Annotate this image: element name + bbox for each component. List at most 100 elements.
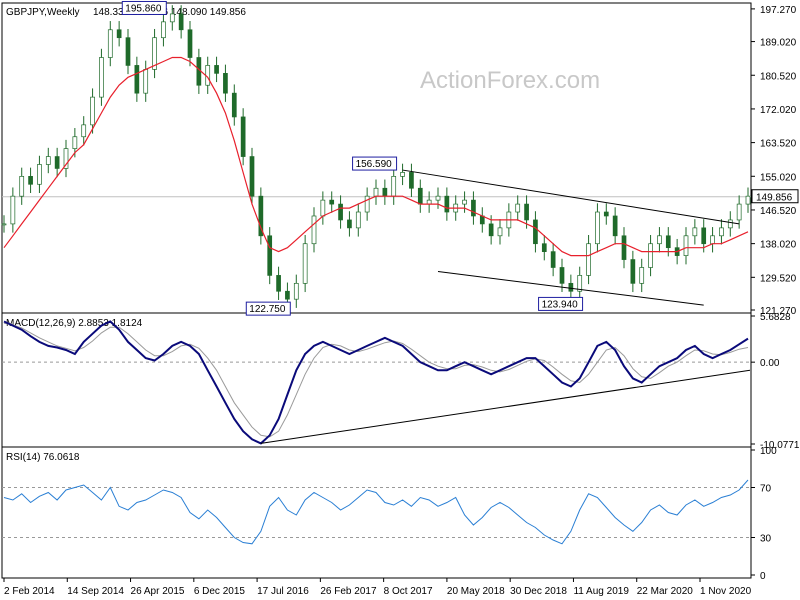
price-candle xyxy=(559,267,565,284)
price-candle xyxy=(143,69,149,94)
moving-average-line xyxy=(3,56,749,257)
price-candle xyxy=(462,199,467,205)
price-candle xyxy=(541,243,547,252)
rsi-tick-label: 70 xyxy=(760,484,772,495)
price-tick-label: 155.020 xyxy=(760,172,797,183)
price-candle xyxy=(692,227,698,237)
price-candle xyxy=(54,156,60,169)
price-candle xyxy=(223,73,228,94)
price-candle xyxy=(249,156,255,197)
rsi-tick-label: 100 xyxy=(760,446,777,457)
price-candle xyxy=(595,211,600,245)
price-candle xyxy=(1,223,7,226)
price-candle xyxy=(471,199,476,217)
price-candle xyxy=(169,13,175,23)
ohlc-header: 148.338 150.706 148.090 149.856 xyxy=(93,7,246,18)
watermark: ActionForex.com xyxy=(420,67,600,94)
price-candle xyxy=(187,29,193,58)
price-candle xyxy=(630,259,636,284)
price-candle xyxy=(81,124,87,138)
x-tick-label: 1 Nov 2020 xyxy=(700,586,752,597)
macd-panel-title: MACD(12,26,9) 2.8853 1.8124 xyxy=(6,318,143,329)
price-candle xyxy=(152,37,157,70)
price-tick-label: 129.520 xyxy=(760,273,797,284)
price-series xyxy=(1,5,751,308)
price-annotations: 195.860 156.590 122.750 123.940 xyxy=(121,0,584,316)
price-candle xyxy=(665,235,671,249)
x-tick-label: 2 Feb 2014 xyxy=(4,586,55,597)
price-candle xyxy=(727,219,733,229)
macd-tick-label: 0.00 xyxy=(760,358,780,369)
price-candle xyxy=(710,235,715,245)
price-candle xyxy=(134,65,140,94)
price-candle xyxy=(63,148,69,169)
current-price-label: 149.856 xyxy=(756,193,793,204)
price-candle xyxy=(231,92,237,118)
x-tick-label: 26 Apr 2015 xyxy=(131,586,185,597)
macd-line xyxy=(3,320,749,445)
price-candle xyxy=(550,251,556,268)
x-tick-label: 22 Mar 2020 xyxy=(637,586,694,597)
price-candle xyxy=(285,290,290,300)
price-tick-label: 197.270 xyxy=(760,5,797,16)
price-candle xyxy=(568,282,574,292)
current-price-box xyxy=(751,189,799,204)
price-candle xyxy=(364,195,370,213)
macd-series xyxy=(2,320,751,445)
price-candle xyxy=(391,176,397,197)
price-candle xyxy=(37,164,42,185)
price-axis: 197.270 189.020 180.520 172.020 163.520 155.0… xyxy=(751,5,799,317)
price-candle xyxy=(701,227,707,245)
price-candle xyxy=(683,235,689,256)
x-tick-label: 11 Aug 2019 xyxy=(573,586,629,597)
price-candle xyxy=(648,243,653,268)
x-tick-label: 20 May 2018 xyxy=(447,586,505,597)
price-candle xyxy=(338,203,343,221)
rsi-tick-label: 0 xyxy=(760,571,766,582)
x-tick-label: 30 Dec 2018 xyxy=(510,586,567,597)
price-candle xyxy=(400,172,405,177)
price-candle xyxy=(719,227,724,237)
x-axis: 2 Feb 2014 14 Sep 2014 26 Apr 2015 6 Dec 20… xyxy=(3,578,752,597)
price-candle xyxy=(621,235,627,260)
price-level-label: 122.750 xyxy=(249,304,286,315)
price-candle xyxy=(302,243,308,284)
price-candle xyxy=(577,275,583,292)
upper-trendline xyxy=(402,169,740,225)
price-candle xyxy=(533,219,538,245)
price-level-label: 123.940 xyxy=(542,299,579,310)
macd-trendline xyxy=(260,369,751,444)
x-tick-label: 6 Dec 2015 xyxy=(194,586,246,597)
price-candle xyxy=(488,223,494,237)
x-tick-label: 8 Oct 2017 xyxy=(384,586,433,597)
rsi-tick-label: 30 xyxy=(760,534,772,545)
price-candle xyxy=(444,195,450,213)
price-level-box xyxy=(121,0,167,15)
price-candle xyxy=(373,187,379,197)
price-candle xyxy=(10,195,16,225)
price-candle xyxy=(612,215,618,237)
price-candle xyxy=(320,199,326,217)
price-candle xyxy=(293,282,299,300)
price-candle xyxy=(99,57,104,98)
macd-tick-label: -10.0771 xyxy=(760,440,800,451)
price-tick-label: 138.020 xyxy=(760,240,797,251)
price-level-box xyxy=(245,301,291,316)
rsi-panel-title: RSI(14) 76.0618 xyxy=(6,452,80,463)
price-tick-label: 172.020 xyxy=(760,105,797,116)
price-candle xyxy=(276,275,281,292)
x-tick-label: 17 Jul 2016 xyxy=(257,586,309,597)
price-candle xyxy=(347,219,352,229)
macd-axis: 5.6828 0.00 -10.0771 xyxy=(751,312,800,451)
price-candle xyxy=(497,227,503,237)
price-candle xyxy=(409,172,414,189)
price-level-box xyxy=(352,156,398,171)
price-candle xyxy=(586,243,591,276)
price-candle xyxy=(45,156,51,165)
x-tick-label: 14 Sep 2014 xyxy=(67,586,124,597)
price-candle xyxy=(355,211,361,229)
price-candle xyxy=(524,203,529,221)
price-tick-label: 163.520 xyxy=(760,139,797,150)
price-candle xyxy=(116,29,122,39)
